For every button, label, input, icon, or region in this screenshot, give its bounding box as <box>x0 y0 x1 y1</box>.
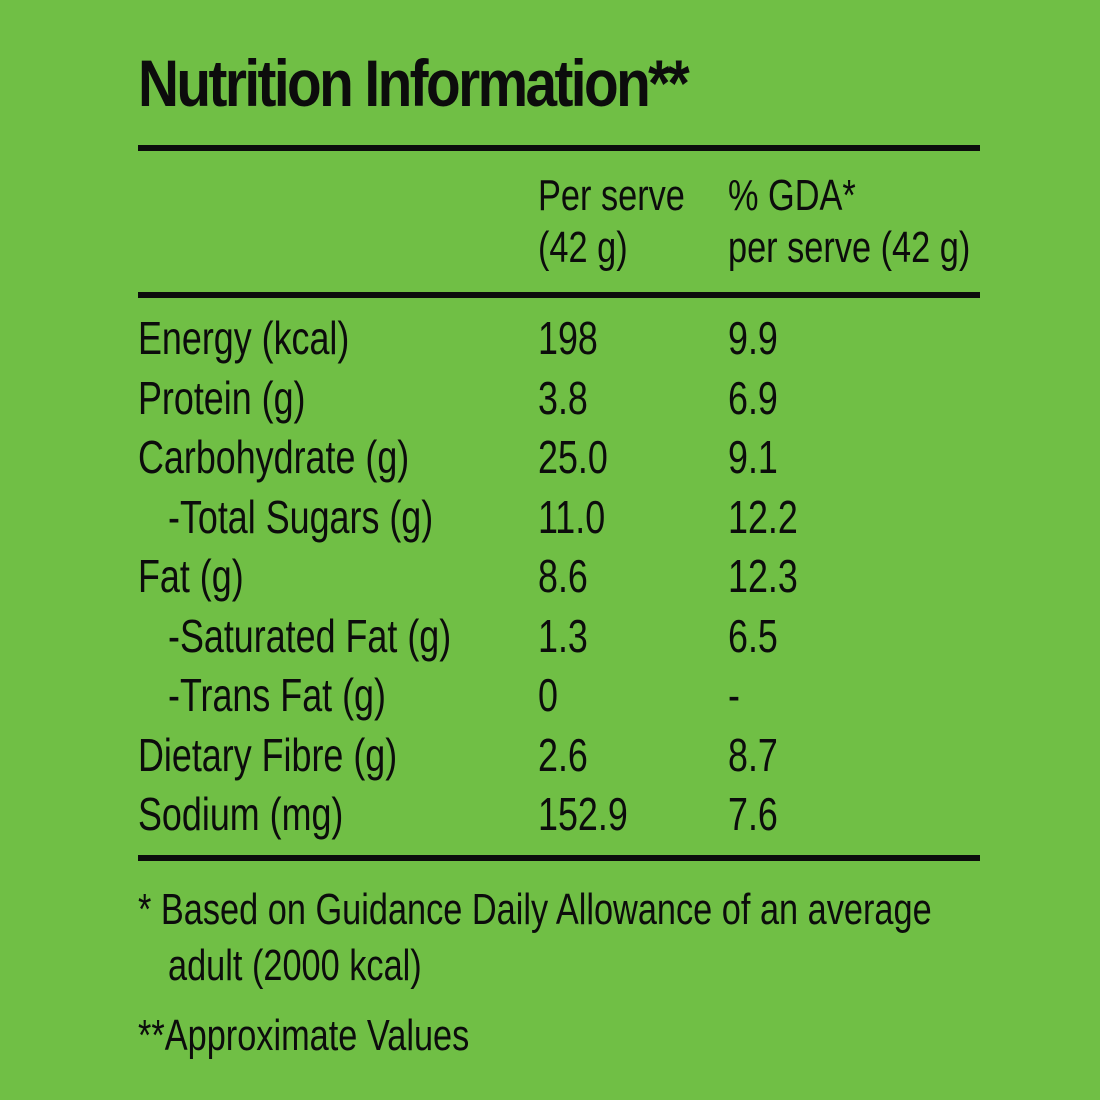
nutrient-name: -Trans Fat (g) <box>168 669 386 721</box>
table-row: -Saturated Fat (g) 1.3 6.5 <box>138 607 980 667</box>
nutrient-name: -Saturated Fat (g) <box>168 609 452 662</box>
nutrient-name: Dietary Fibre (g) <box>138 728 398 781</box>
gda-value: 7.6 <box>728 788 778 840</box>
nutrient-name: Energy (kcal) <box>138 312 350 364</box>
table-row: -Trans Fat (g) 0 - <box>138 666 980 726</box>
nutrition-panel: Nutrition Information** Per serve (42 g)… <box>138 0 980 1100</box>
gda-value: 9.1 <box>728 431 778 483</box>
per-serve-header: Per serve (42 g) <box>538 170 726 274</box>
gda-value: 6.9 <box>728 371 778 424</box>
table-row: Protein (g) 3.8 6.9 <box>138 369 980 429</box>
per-serve-value: 2.6 <box>538 728 588 781</box>
approx-footnote: **Approximate Values <box>138 1011 470 1060</box>
table-row: Sodium (mg) 152.9 7.6 <box>138 785 980 845</box>
per-serve-value: 0 <box>538 669 558 721</box>
top-divider <box>138 145 980 151</box>
gda-footnote-line1: * Based on Guidance Daily Allowance of a… <box>138 885 932 934</box>
gda-footnote-line2: adult (2000 kcal) <box>168 941 422 990</box>
per-serve-value: 1.3 <box>538 609 588 662</box>
gda-value: 9.9 <box>728 312 778 364</box>
per-serve-value: 3.8 <box>538 371 588 424</box>
per-serve-header-line1: Per serve <box>538 171 685 220</box>
gda-value: 12.3 <box>728 550 798 602</box>
gda-value: 12.2 <box>728 490 798 543</box>
table-row: -Total Sugars (g) 11.0 12.2 <box>138 488 980 548</box>
gda-header-line2: per serve (42 g) <box>728 223 971 272</box>
per-serve-header-line2: (42 g) <box>538 223 628 272</box>
gda-value: 8.7 <box>728 728 778 781</box>
per-serve-value: 152.9 <box>538 788 628 840</box>
per-serve-value: 198 <box>538 312 598 364</box>
gda-value: 6.5 <box>728 609 778 662</box>
per-serve-value: 11.0 <box>538 490 606 543</box>
per-serve-value: 25.0 <box>538 431 608 483</box>
table-row: Dietary Fibre (g) 2.6 8.7 <box>138 726 980 786</box>
header-divider <box>138 292 980 298</box>
table-row: Fat (g) 8.6 12.3 <box>138 547 980 607</box>
bottom-divider <box>138 855 980 861</box>
gda-header: % GDA* per serve (42 g) <box>728 170 1039 274</box>
nutrient-name: Fat (g) <box>138 550 244 602</box>
gda-header-line1: % GDA* <box>728 171 856 220</box>
table-row: Energy (kcal) 198 9.9 <box>138 309 980 369</box>
table-row: Carbohydrate (g) 25.0 9.1 <box>138 428 980 488</box>
nutrient-name: Sodium (mg) <box>138 788 344 840</box>
gda-value: - <box>728 669 740 721</box>
page-title: Nutrition Information** <box>138 46 690 120</box>
nutrient-name: Protein (g) <box>138 371 306 424</box>
per-serve-value: 8.6 <box>538 550 588 602</box>
nutrition-table: Energy (kcal) 198 9.9 Protein (g) 3.8 6.… <box>138 309 980 845</box>
nutrient-name: -Total Sugars (g) <box>168 490 434 543</box>
nutrient-name: Carbohydrate (g) <box>138 431 410 483</box>
